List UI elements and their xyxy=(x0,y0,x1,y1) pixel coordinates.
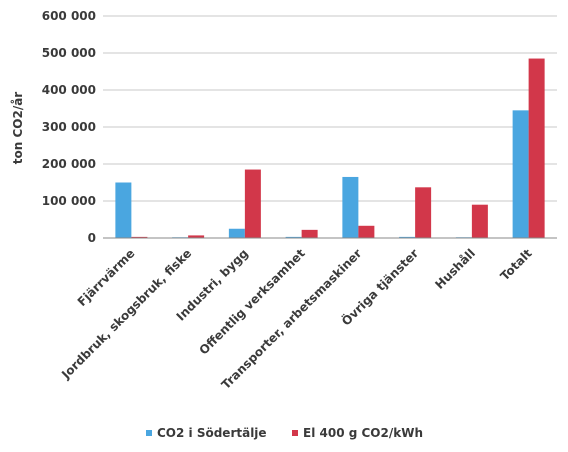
gridlines xyxy=(103,15,557,202)
x-tick-label: Offentlig verksamhet xyxy=(196,246,307,357)
y-tick-label: 300 000 xyxy=(42,120,96,134)
legend-label-el-400g: El 400 g CO2/kWh xyxy=(303,426,423,440)
bar-el-400g xyxy=(301,229,318,238)
bar-el-400g xyxy=(528,58,545,238)
y-tick-label: 0 xyxy=(88,231,96,245)
bar-el-400g xyxy=(131,236,148,238)
y-tick-label: 500 000 xyxy=(42,46,96,60)
bar-el-400g xyxy=(415,187,432,238)
legend-swatch-el-400g xyxy=(292,430,298,436)
y-tick-label: 400 000 xyxy=(42,83,96,97)
bar-el-400g xyxy=(358,225,375,238)
x-tick-label: Hushåll xyxy=(432,246,478,292)
x-tick-label: Fjärrvärme xyxy=(75,246,138,309)
legend-swatch-co2-sodertalje xyxy=(146,430,152,436)
y-tick-label: 200 000 xyxy=(42,157,96,171)
legend-label-co2-sodertalje: CO2 i Södertälje xyxy=(157,426,267,440)
y-axis-label: ton CO2/år xyxy=(11,92,25,165)
y-tick-label: 600 000 xyxy=(42,9,96,23)
bar-el-400g xyxy=(188,235,205,238)
bar-co2-sodertalje xyxy=(115,182,132,238)
x-tick-label: Totalt xyxy=(498,246,535,283)
bars xyxy=(115,58,545,238)
y-tick-label: 100 000 xyxy=(42,194,96,208)
bar-el-400g xyxy=(244,169,261,238)
bar-el-400g xyxy=(471,204,488,238)
bar-co2-sodertalje xyxy=(228,228,245,238)
legend: CO2 i Södertälje El 400 g CO2/kWh xyxy=(146,426,423,440)
bar-co2-sodertalje xyxy=(512,110,529,238)
y-axis-ticks: 0 100 000 200 000 300 000 400 000 500 000 600 … xyxy=(42,9,96,245)
bar-co2-sodertalje xyxy=(399,236,416,238)
bar-co2-sodertalje xyxy=(285,236,302,238)
bar-co2-sodertalje xyxy=(342,176,359,238)
